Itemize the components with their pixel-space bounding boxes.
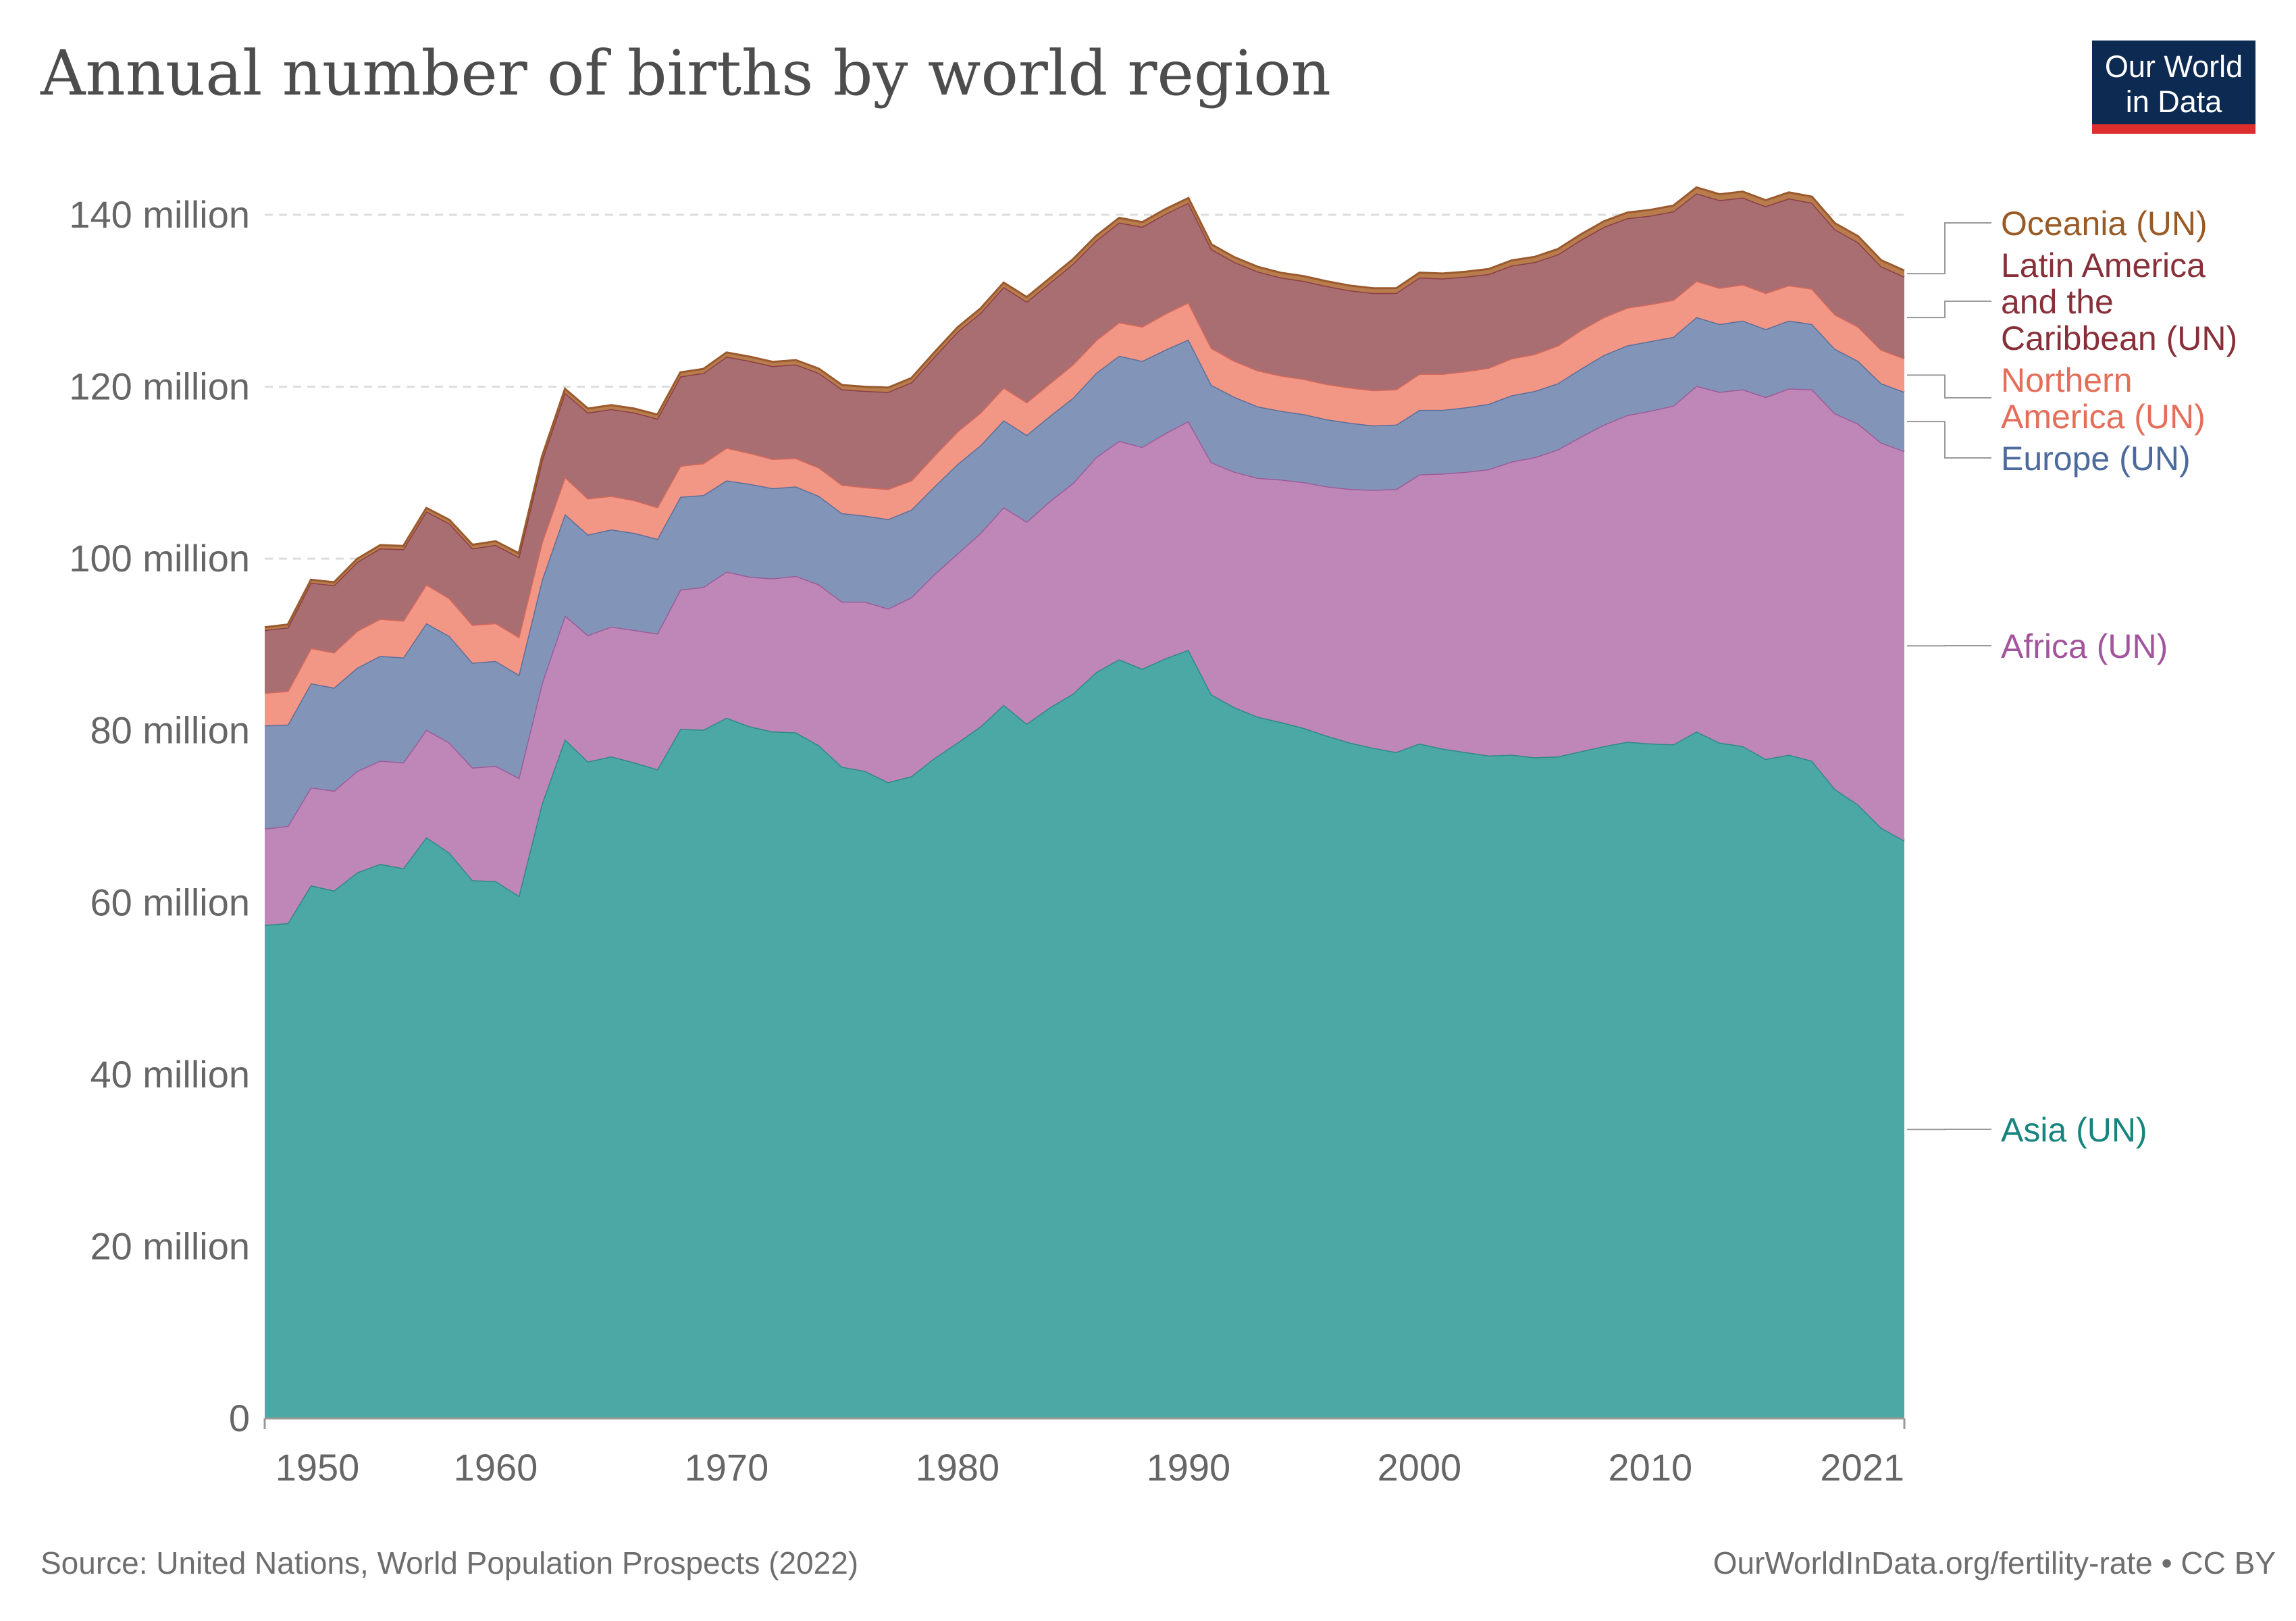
owid-logo-accent-bar xyxy=(2092,124,2255,134)
label-connector xyxy=(1907,301,1991,319)
area-asia-un xyxy=(265,650,1904,1418)
series-label: Latin America xyxy=(2001,247,2206,284)
y-tick-label: 60 million xyxy=(90,881,250,923)
x-tick-label: 2000 xyxy=(1378,1446,1462,1489)
x-tick-label: 1980 xyxy=(916,1446,1000,1489)
series-label: America (UN) xyxy=(2001,398,2206,436)
series-label: Caribbean (UN) xyxy=(2001,319,2237,357)
x-tick-label: 1950 xyxy=(276,1446,360,1489)
series-label: Europe (UN) xyxy=(2001,440,2191,478)
x-tick-label: 2021 xyxy=(1820,1446,1904,1489)
area-europe-un xyxy=(265,317,1904,829)
owid-logo-line1: Our World xyxy=(2105,49,2243,84)
source-note: Source: United Nations, World Population… xyxy=(41,1545,858,1580)
owid-logo-line2: in Data xyxy=(2126,84,2223,119)
label-connector xyxy=(1907,374,1991,398)
owid-logo[interactable]: Our World in Data xyxy=(2092,41,2255,134)
series-labels: Asia (UN) Africa (UN) Europe (UN) NorthernA… xyxy=(1907,205,2237,1149)
owid-logo-background xyxy=(2092,41,2255,127)
chart-title: Annual number of births by world region xyxy=(40,37,1331,109)
y-tick-label: 80 million xyxy=(90,709,250,752)
area-series xyxy=(264,186,1905,1418)
y-tick-label: 40 million xyxy=(90,1053,250,1096)
axes: 1950 1960 1970 1980 1990 2000 2010 2021 xyxy=(263,1417,1906,1489)
x-tick-label: 1970 xyxy=(685,1446,769,1489)
area-northern-america-un xyxy=(265,281,1904,726)
y-tick-label: 140 million xyxy=(69,193,250,236)
x-tick-label: 1990 xyxy=(1147,1446,1231,1489)
x-tick-label: 2010 xyxy=(1609,1446,1693,1489)
series-label: Africa (UN) xyxy=(2001,627,2168,665)
label-connector xyxy=(1907,222,1991,275)
series-label: and the xyxy=(2001,283,2114,321)
series-label: Oceania (UN) xyxy=(2001,205,2208,242)
series-label: Northern xyxy=(2001,361,2133,399)
attribution-link[interactable]: OurWorldInData.org/fertility-rate • CC B… xyxy=(1713,1545,2276,1580)
series-label: Asia (UN) xyxy=(2001,1111,2147,1149)
line-oceania-un xyxy=(264,186,1905,629)
y-tick-label: 120 million xyxy=(69,365,250,408)
area-africa-un xyxy=(265,386,1904,925)
y-tick-label: 0 xyxy=(229,1397,250,1439)
area-latin-america-and-the-caribbean-un xyxy=(265,193,1904,693)
label-connector xyxy=(1907,421,1991,459)
x-tick-label: 1960 xyxy=(454,1446,538,1489)
y-tick-label: 20 million xyxy=(90,1225,250,1267)
y-tick-label: 100 million xyxy=(69,537,250,580)
